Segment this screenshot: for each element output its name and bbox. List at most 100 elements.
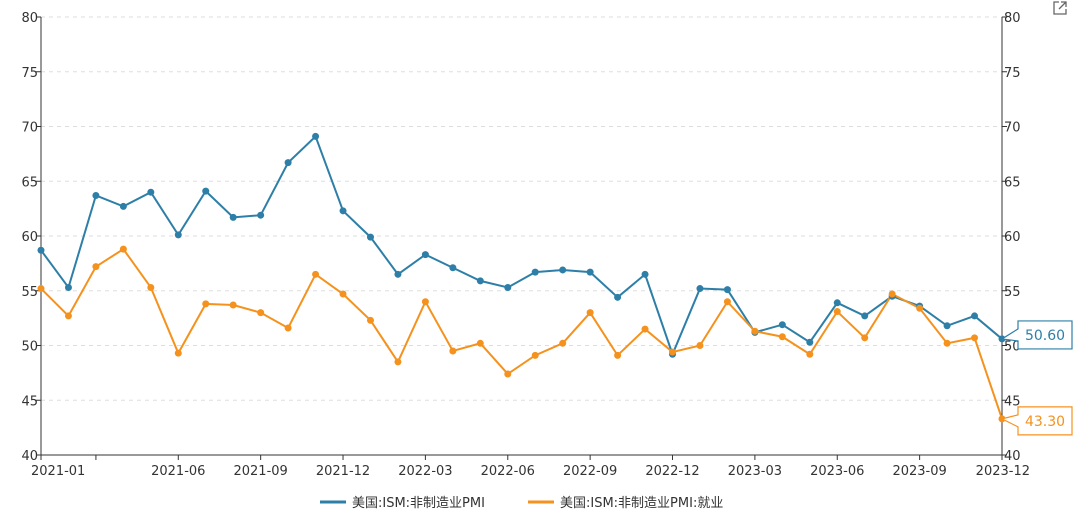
- series-0-point[interactable]: [833, 299, 841, 307]
- y-tick-label-right: 70: [1004, 121, 1021, 136]
- series-1-point[interactable]: [394, 358, 402, 366]
- series-1-point[interactable]: [559, 339, 567, 347]
- series-0-point[interactable]: [531, 268, 539, 276]
- series-0-point[interactable]: [476, 277, 484, 285]
- end-label-1: 43.30: [1025, 414, 1065, 430]
- series-0-point[interactable]: [64, 283, 72, 291]
- y-tick-label-right: 40: [1004, 449, 1021, 464]
- x-tick-label: 2022-12: [645, 464, 699, 479]
- y-tick-label-right: 60: [1004, 230, 1021, 245]
- series-1-point[interactable]: [916, 304, 924, 312]
- series-1-point[interactable]: [312, 270, 320, 278]
- series-line-0: [40, 134, 1003, 358]
- series-1-point[interactable]: [971, 334, 979, 342]
- series-1-point[interactable]: [229, 301, 237, 309]
- series-0-point[interactable]: [806, 338, 814, 346]
- x-tick-label: 2021-01: [31, 464, 85, 479]
- series-1-point[interactable]: [366, 316, 374, 324]
- series-1-point[interactable]: [806, 350, 814, 358]
- series-line-1: [40, 247, 1003, 420]
- open-external-icon[interactable]: [1052, 0, 1068, 16]
- series-1-point[interactable]: [339, 290, 347, 298]
- series-1-point[interactable]: [531, 351, 539, 359]
- x-tick-label: 2023-03: [728, 464, 782, 479]
- series-0-point[interactable]: [614, 293, 622, 301]
- series-1-point[interactable]: [476, 339, 484, 347]
- y-tick-label-right: 50: [1004, 340, 1021, 355]
- series-0-point[interactable]: [696, 285, 704, 293]
- series-0-point[interactable]: [394, 270, 402, 278]
- series-1-point[interactable]: [284, 324, 292, 332]
- series-0-point[interactable]: [312, 132, 320, 140]
- legend-label-1[interactable]: 美国:ISM:非制造业PMI:就业: [560, 496, 723, 511]
- series-1-point[interactable]: [778, 333, 786, 341]
- series-1-point[interactable]: [586, 309, 594, 317]
- series-0-point[interactable]: [147, 188, 155, 196]
- series-0-point[interactable]: [257, 211, 265, 219]
- series-0-point[interactable]: [861, 312, 869, 320]
- series-0-point[interactable]: [92, 191, 100, 199]
- series-0-point[interactable]: [778, 321, 786, 329]
- x-tick-label: 2021-12: [316, 464, 370, 479]
- series-1-point[interactable]: [92, 263, 100, 271]
- series-0-point[interactable]: [504, 283, 512, 291]
- series-1-point[interactable]: [641, 325, 649, 333]
- y-tick-label-left: 70: [21, 121, 38, 136]
- series-1-point[interactable]: [504, 370, 512, 378]
- y-tick-label-left: 75: [21, 66, 38, 81]
- series-0-point[interactable]: [174, 231, 182, 239]
- y-tick-label-right: 65: [1004, 175, 1021, 190]
- y-tick-label-right: 55: [1004, 285, 1021, 300]
- end-label-0: 50.60: [1025, 328, 1065, 344]
- x-tick-label: 2023-06: [810, 464, 864, 479]
- series-1-point[interactable]: [833, 308, 841, 316]
- series-1-point[interactable]: [669, 348, 677, 356]
- series-1-point[interactable]: [202, 300, 210, 308]
- series-0-point[interactable]: [723, 286, 731, 294]
- series-1-point[interactable]: [421, 298, 429, 306]
- series-1-point[interactable]: [751, 327, 759, 335]
- series-0-point[interactable]: [421, 251, 429, 259]
- series-0-point[interactable]: [559, 266, 567, 274]
- grid-lines: [41, 16, 1002, 401]
- x-tick-label: 2023-09: [892, 464, 946, 479]
- y-tick-label-left: 60: [21, 230, 38, 245]
- series-1-point[interactable]: [449, 347, 457, 355]
- series-1-point[interactable]: [257, 309, 265, 317]
- x-tick-label: 2022-03: [398, 464, 452, 479]
- series-0-point[interactable]: [366, 233, 374, 241]
- series-1-point[interactable]: [119, 245, 127, 253]
- series-0-point[interactable]: [943, 322, 951, 330]
- x-ticks: 2021-01 2021-06 2021-09 2021-12 2022-03 2022-…: [31, 455, 1030, 479]
- series-0-point[interactable]: [586, 268, 594, 276]
- series-0-point[interactable]: [37, 246, 45, 254]
- series-0-point[interactable]: [339, 207, 347, 215]
- end-label-box-1: [1000, 406, 1073, 436]
- series-1-point[interactable]: [943, 339, 951, 347]
- series-0-point[interactable]: [202, 187, 210, 195]
- series-1-point[interactable]: [64, 312, 72, 320]
- legend-label-0[interactable]: 美国:ISM:非制造业PMI: [352, 496, 485, 511]
- x-tick-label: 2022-09: [563, 464, 617, 479]
- series-0-point[interactable]: [971, 312, 979, 320]
- y-tick-label-left: 80: [21, 11, 38, 26]
- series-1-point[interactable]: [723, 298, 731, 306]
- series-1-point[interactable]: [174, 349, 182, 357]
- series-group: [37, 132, 1006, 423]
- series-0-point[interactable]: [449, 264, 457, 272]
- series-0-point[interactable]: [229, 213, 237, 221]
- y-tick-label-left: 40: [21, 449, 38, 464]
- series-1-point[interactable]: [147, 283, 155, 291]
- series-1-point[interactable]: [861, 334, 869, 342]
- y-ticks-right: 40 45 50 55 60 65 70 75 80: [1002, 11, 1021, 464]
- series-1-point[interactable]: [37, 285, 45, 293]
- series-0-point[interactable]: [641, 270, 649, 278]
- series-1-point[interactable]: [888, 290, 896, 298]
- series-1-point[interactable]: [696, 342, 704, 349]
- series-1-point[interactable]: [614, 351, 622, 359]
- series-0-point[interactable]: [119, 202, 127, 210]
- y-tick-label-right: 45: [1004, 394, 1021, 409]
- legend: 美国:ISM:非制造业PMI 美国:ISM:非制造业PMI:就业: [320, 496, 723, 511]
- series-0-point[interactable]: [284, 159, 292, 167]
